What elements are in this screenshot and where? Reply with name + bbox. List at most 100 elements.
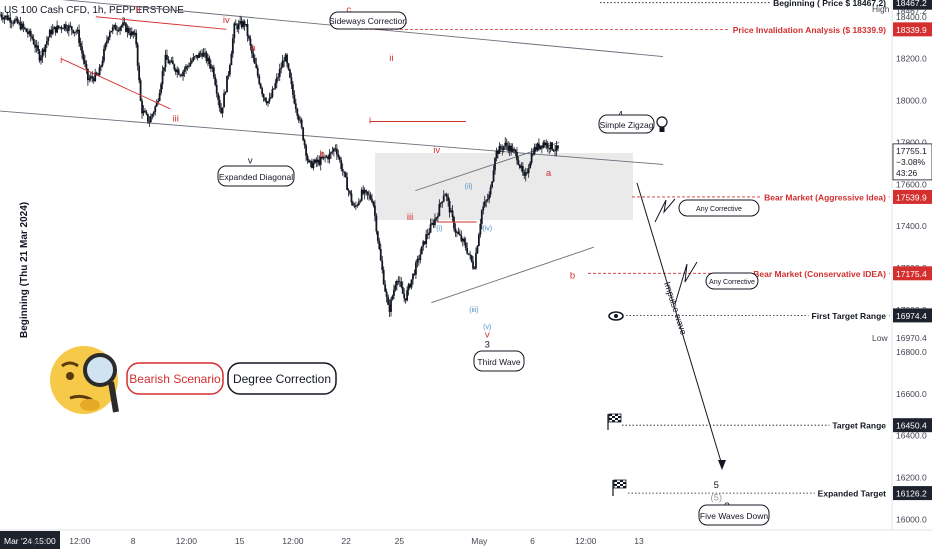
- candle-body: [45, 40, 48, 45]
- price-tag-text: 16450.4: [896, 421, 927, 431]
- candle-body: [154, 106, 157, 113]
- candle-body: [189, 62, 192, 67]
- candle-body: [422, 241, 425, 247]
- candle-body: [502, 146, 505, 150]
- candle-body: [268, 98, 271, 102]
- candle-body: [161, 71, 164, 85]
- svg-text:Any Corrective: Any Corrective: [696, 206, 742, 213]
- candle-body: [482, 206, 485, 211]
- candle-body: [463, 238, 466, 243]
- candle-body: [458, 233, 461, 236]
- price-tag-text: 16974.4: [896, 311, 927, 321]
- candle-body: [29, 31, 32, 37]
- svg-text:Five Waves Down: Five Waves Down: [700, 511, 768, 521]
- candle-body: [103, 48, 105, 61]
- candle-body: [518, 164, 521, 168]
- x-tick-label: Apr: [28, 536, 41, 546]
- candle-body: [375, 215, 378, 232]
- candle-body: [75, 31, 78, 33]
- candle-body: [220, 107, 223, 114]
- candle-body: [343, 171, 346, 173]
- candle-body: [149, 116, 152, 123]
- candle-body: [43, 49, 45, 52]
- candle-body: [28, 31, 31, 34]
- y-tick-label: 16000.0: [896, 515, 927, 525]
- candle-body: [554, 150, 556, 152]
- candle-body: [262, 93, 265, 98]
- candle-body: [491, 181, 493, 188]
- candle-body: [404, 298, 407, 301]
- wave-label: 5: [714, 480, 719, 491]
- candle-body: [185, 66, 187, 70]
- candle-body: [456, 231, 458, 233]
- candle-body: [133, 32, 136, 35]
- x-tick-label: 15: [235, 536, 245, 546]
- candle-body: [337, 154, 340, 157]
- candle-body: [89, 76, 92, 79]
- candle-body: [25, 28, 28, 33]
- candle-body: [132, 31, 135, 35]
- candle-body: [513, 148, 515, 150]
- candle-body: [166, 54, 168, 60]
- candle-body: [57, 25, 60, 28]
- candle-body: [492, 170, 495, 182]
- candle-body: [218, 99, 221, 108]
- candle-body: [130, 31, 133, 36]
- candle-body: [110, 30, 113, 33]
- candle-body: [47, 37, 50, 41]
- candle-body: [291, 84, 294, 95]
- callout-third-wave: Third Wave: [473, 350, 525, 372]
- price-axis[interactable]: [892, 0, 932, 530]
- candle-body: [311, 160, 313, 168]
- candle-body: [275, 77, 278, 84]
- time-axis[interactable]: [0, 530, 932, 550]
- candle-body: [236, 25, 239, 30]
- candle-body: [271, 89, 274, 97]
- callout-five-waves-down: Five Waves Down: [698, 504, 770, 526]
- candle-body: [325, 156, 328, 158]
- candle-body: [155, 102, 158, 107]
- current-price-tag: [892, 143, 932, 181]
- candle-body: [182, 71, 184, 76]
- candle-body: [409, 284, 411, 288]
- chart-symbol-title: US 100 Cash CFD, 1h, PEPPERSTONE: [4, 5, 184, 16]
- callout-sideways-correction: Sideways Correction: [329, 11, 407, 30]
- candle-body: [476, 246, 479, 254]
- wave-label: (v): [483, 324, 491, 331]
- y-tick-label: 17600.0: [896, 179, 927, 189]
- candle-body: [192, 57, 195, 61]
- candle-body: [91, 76, 94, 79]
- axis-low-value: 16970.4: [896, 333, 927, 343]
- candle-body: [250, 45, 253, 54]
- checkered-flag-icon: [612, 479, 627, 496]
- candle-body: [398, 281, 401, 283]
- candle-body: [145, 111, 148, 115]
- y-tick-label: 17800.0: [896, 137, 927, 147]
- candle-body: [201, 53, 203, 57]
- candle-body: [473, 268, 476, 270]
- candle-body: [152, 112, 155, 115]
- candle-body: [141, 100, 143, 114]
- candle-body: [157, 100, 160, 103]
- candle-body: [394, 285, 397, 290]
- candle-body: [428, 232, 430, 235]
- candle-body: [347, 189, 350, 192]
- candle-body: [116, 30, 119, 31]
- candle-body: [457, 231, 460, 234]
- bearish-scenario-button[interactable]: Bearish Scenario: [126, 362, 224, 395]
- candle-body: [431, 222, 433, 225]
- svg-text:Expanded Diagonal: Expanded Diagonal: [219, 172, 293, 182]
- candle-body: [504, 142, 507, 147]
- candle-body: [357, 201, 360, 206]
- price-tag-text: 17175.4: [896, 269, 927, 279]
- impulse-wave-arrow: [636, 182, 723, 466]
- candle-body: [230, 53, 233, 65]
- degree-correction-button[interactable]: Degree Correction: [227, 362, 337, 395]
- candle-body: [209, 64, 212, 69]
- candle-body: [384, 284, 387, 292]
- candle-body: [256, 68, 259, 76]
- candle-body: [160, 84, 162, 93]
- svg-text:Simple Zigzag: Simple Zigzag: [600, 120, 654, 130]
